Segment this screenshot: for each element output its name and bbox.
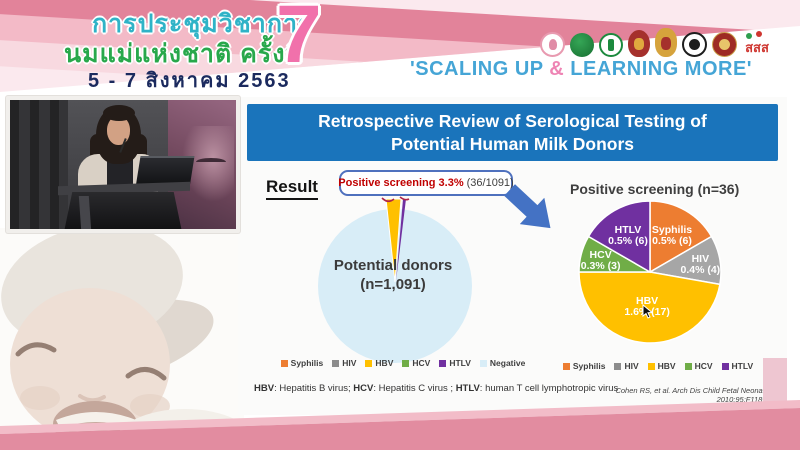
legend-label: HIV <box>624 361 639 371</box>
legend-swatch <box>365 359 373 367</box>
legend-label: HIV <box>342 358 357 368</box>
legend-swatch <box>402 359 410 367</box>
legend-swatch <box>439 359 447 367</box>
positive-screening-pie-title: Positive screening (n=36) <box>570 181 740 197</box>
legend-swatch <box>280 359 288 367</box>
projected-baby-eye <box>196 158 226 166</box>
legend-label: HTLV <box>731 361 754 371</box>
medical-green-seal-logo <box>599 33 623 57</box>
legend-item-hiv: HIV <box>614 361 639 371</box>
legend-item-htlv: HTLV <box>439 358 471 368</box>
legend-item-hiv: HIV <box>332 358 356 368</box>
footnote-text: : Hepatitis B virus; <box>274 383 354 394</box>
slide-title-banner: Retrospective Review of Serological Test… <box>247 104 778 161</box>
slogan-post: LEARNING MORE' <box>564 58 753 80</box>
donor-pool-label-line1: Potential donors <box>333 257 453 274</box>
pie-label-htlv: HTLV 0.5% (6) <box>608 224 648 247</box>
legend-label: HCV <box>412 358 431 368</box>
callout-tail-marks <box>381 196 410 203</box>
donor-pool-pie-chart <box>318 196 472 363</box>
slogan-pre: 'SCALING UP <box>410 58 550 80</box>
legend-label: HTLV <box>449 358 471 368</box>
conference-dates: 5 - 7 สิงหาคม 2563 <box>88 70 291 92</box>
pie-label-hbv: HBV 1.6% (17) <box>624 295 670 318</box>
slide-corner-decoration <box>763 358 787 406</box>
sponsor-logos-row: สสส <box>540 28 772 57</box>
legend-item-hcv: HCV <box>684 361 713 371</box>
left-pie-legend: Syphilis HIV HBV HCV HTLV Negative <box>268 358 538 368</box>
pie-slice-hbv <box>578 271 721 344</box>
slide-title-line1: Retrospective Review of Serological Test… <box>318 111 707 131</box>
donor-pool-label-line2: (n=1,091) <box>360 275 426 293</box>
legend-swatch <box>562 362 570 370</box>
conference-header-banner: การประชุมวิชาการ นมแม่แห่งชาติ ครั้งที่ … <box>0 0 800 97</box>
legend-swatch <box>684 362 692 370</box>
presenter-webcam-video <box>10 100 236 229</box>
slide-title-line2: Potential Human Milk Donors <box>390 134 635 155</box>
legend-item-hbv: HBV <box>365 358 393 368</box>
red-gold-temple-emblem-logo <box>628 30 650 57</box>
sss-text: สสส <box>745 40 769 55</box>
legend-swatch <box>647 362 655 370</box>
footnote-abbr: HTLV <box>455 383 480 394</box>
baby-photo-illustration <box>1 228 244 450</box>
pie-slice-negative <box>318 209 472 363</box>
donor-pool-label: Potential donors (n=1,091) <box>308 257 478 295</box>
legend-swatch <box>479 359 487 367</box>
pie-label-syphilis: Syphilis 0.5% (6) <box>652 224 692 247</box>
right-pie-legend: Syphilis HIV HBV HCV HTLV <box>558 361 758 371</box>
citation-text: Cohen RS, et al. Arch Dis Child Fetal Ne… <box>615 386 784 404</box>
abbreviations-footnote: HBV: Hepatitis B virus; HCV: Hepatitis C… <box>254 383 618 394</box>
legend-item-hcv: HCV <box>402 358 430 368</box>
pie-slice-htlv <box>587 200 651 274</box>
mouse-cursor-icon <box>642 304 653 319</box>
legend-label: HBV <box>375 358 394 368</box>
legend-swatch <box>721 362 729 370</box>
presentation-slide: Retrospective Review of Serological Test… <box>238 97 787 415</box>
presenter-face <box>107 116 130 145</box>
footnote-text: : human T cell lymphotropic virus <box>479 383 619 394</box>
pie-sliver-htlv <box>396 199 406 281</box>
legend-label: Syphilis <box>572 361 606 371</box>
edition-number: 7 <box>276 0 322 80</box>
legend-item-syphilis: Syphilis <box>280 358 324 368</box>
presenter-bangs <box>103 105 135 121</box>
pie-label-hcv: HCV 0.3% (3) <box>581 249 621 272</box>
positive-screening-pie-chart: Syphilis 0.5% (6)HIV 0.4% (4)HBV 1.6% (17)H… <box>578 200 722 344</box>
conference-slogan: 'SCALING UP & LEARNING MORE' <box>410 58 800 81</box>
legend-item-negative: Negative <box>479 358 526 368</box>
footnote-abbr: HBV <box>254 383 275 394</box>
mother-and-child-foundation-logo <box>540 32 565 57</box>
legend-swatch <box>332 359 340 367</box>
callout-detail: (36/1091) <box>466 177 514 189</box>
footnote-text: : Hepatitis C virus ; <box>373 383 456 394</box>
footnote-abbr: HCV <box>353 383 374 394</box>
legend-swatch <box>614 362 622 370</box>
royal-gold-emblem-logo <box>655 28 677 57</box>
presenter-video-frame <box>6 96 240 233</box>
thai-health-sss-logo: สสส <box>742 31 772 57</box>
legend-label: Syphilis <box>290 358 324 368</box>
red-gold-seal-logo <box>712 32 737 57</box>
legend-item-hbv: HBV <box>647 361 676 371</box>
green-seal-logo <box>570 33 594 57</box>
baby-photo-background <box>0 228 244 450</box>
conference-title-line1: การประชุมวิชาการ <box>92 10 313 38</box>
result-heading: Result <box>266 177 318 200</box>
legend-label: HBV <box>657 361 676 371</box>
pie-slice-syphilis <box>649 200 713 274</box>
legend-label: HCV <box>694 361 713 371</box>
stage-curtain <box>10 100 68 229</box>
slogan-ampersand: & <box>549 58 565 80</box>
legend-item-syphilis: Syphilis <box>562 361 606 371</box>
callout-highlight: Positive screening 3.3% <box>338 177 464 189</box>
conference-title-line2: นมแม่แห่งชาติ ครั้งที่ <box>64 40 303 68</box>
university-black-seal-logo <box>682 32 707 57</box>
pie-label-hiv: HIV 0.4% (4) <box>680 253 720 276</box>
legend-item-htlv: HTLV <box>721 361 754 371</box>
positive-screening-callout: Positive screening 3.3% (36/1091) <box>338 170 514 196</box>
legend-label: Negative <box>489 358 526 368</box>
